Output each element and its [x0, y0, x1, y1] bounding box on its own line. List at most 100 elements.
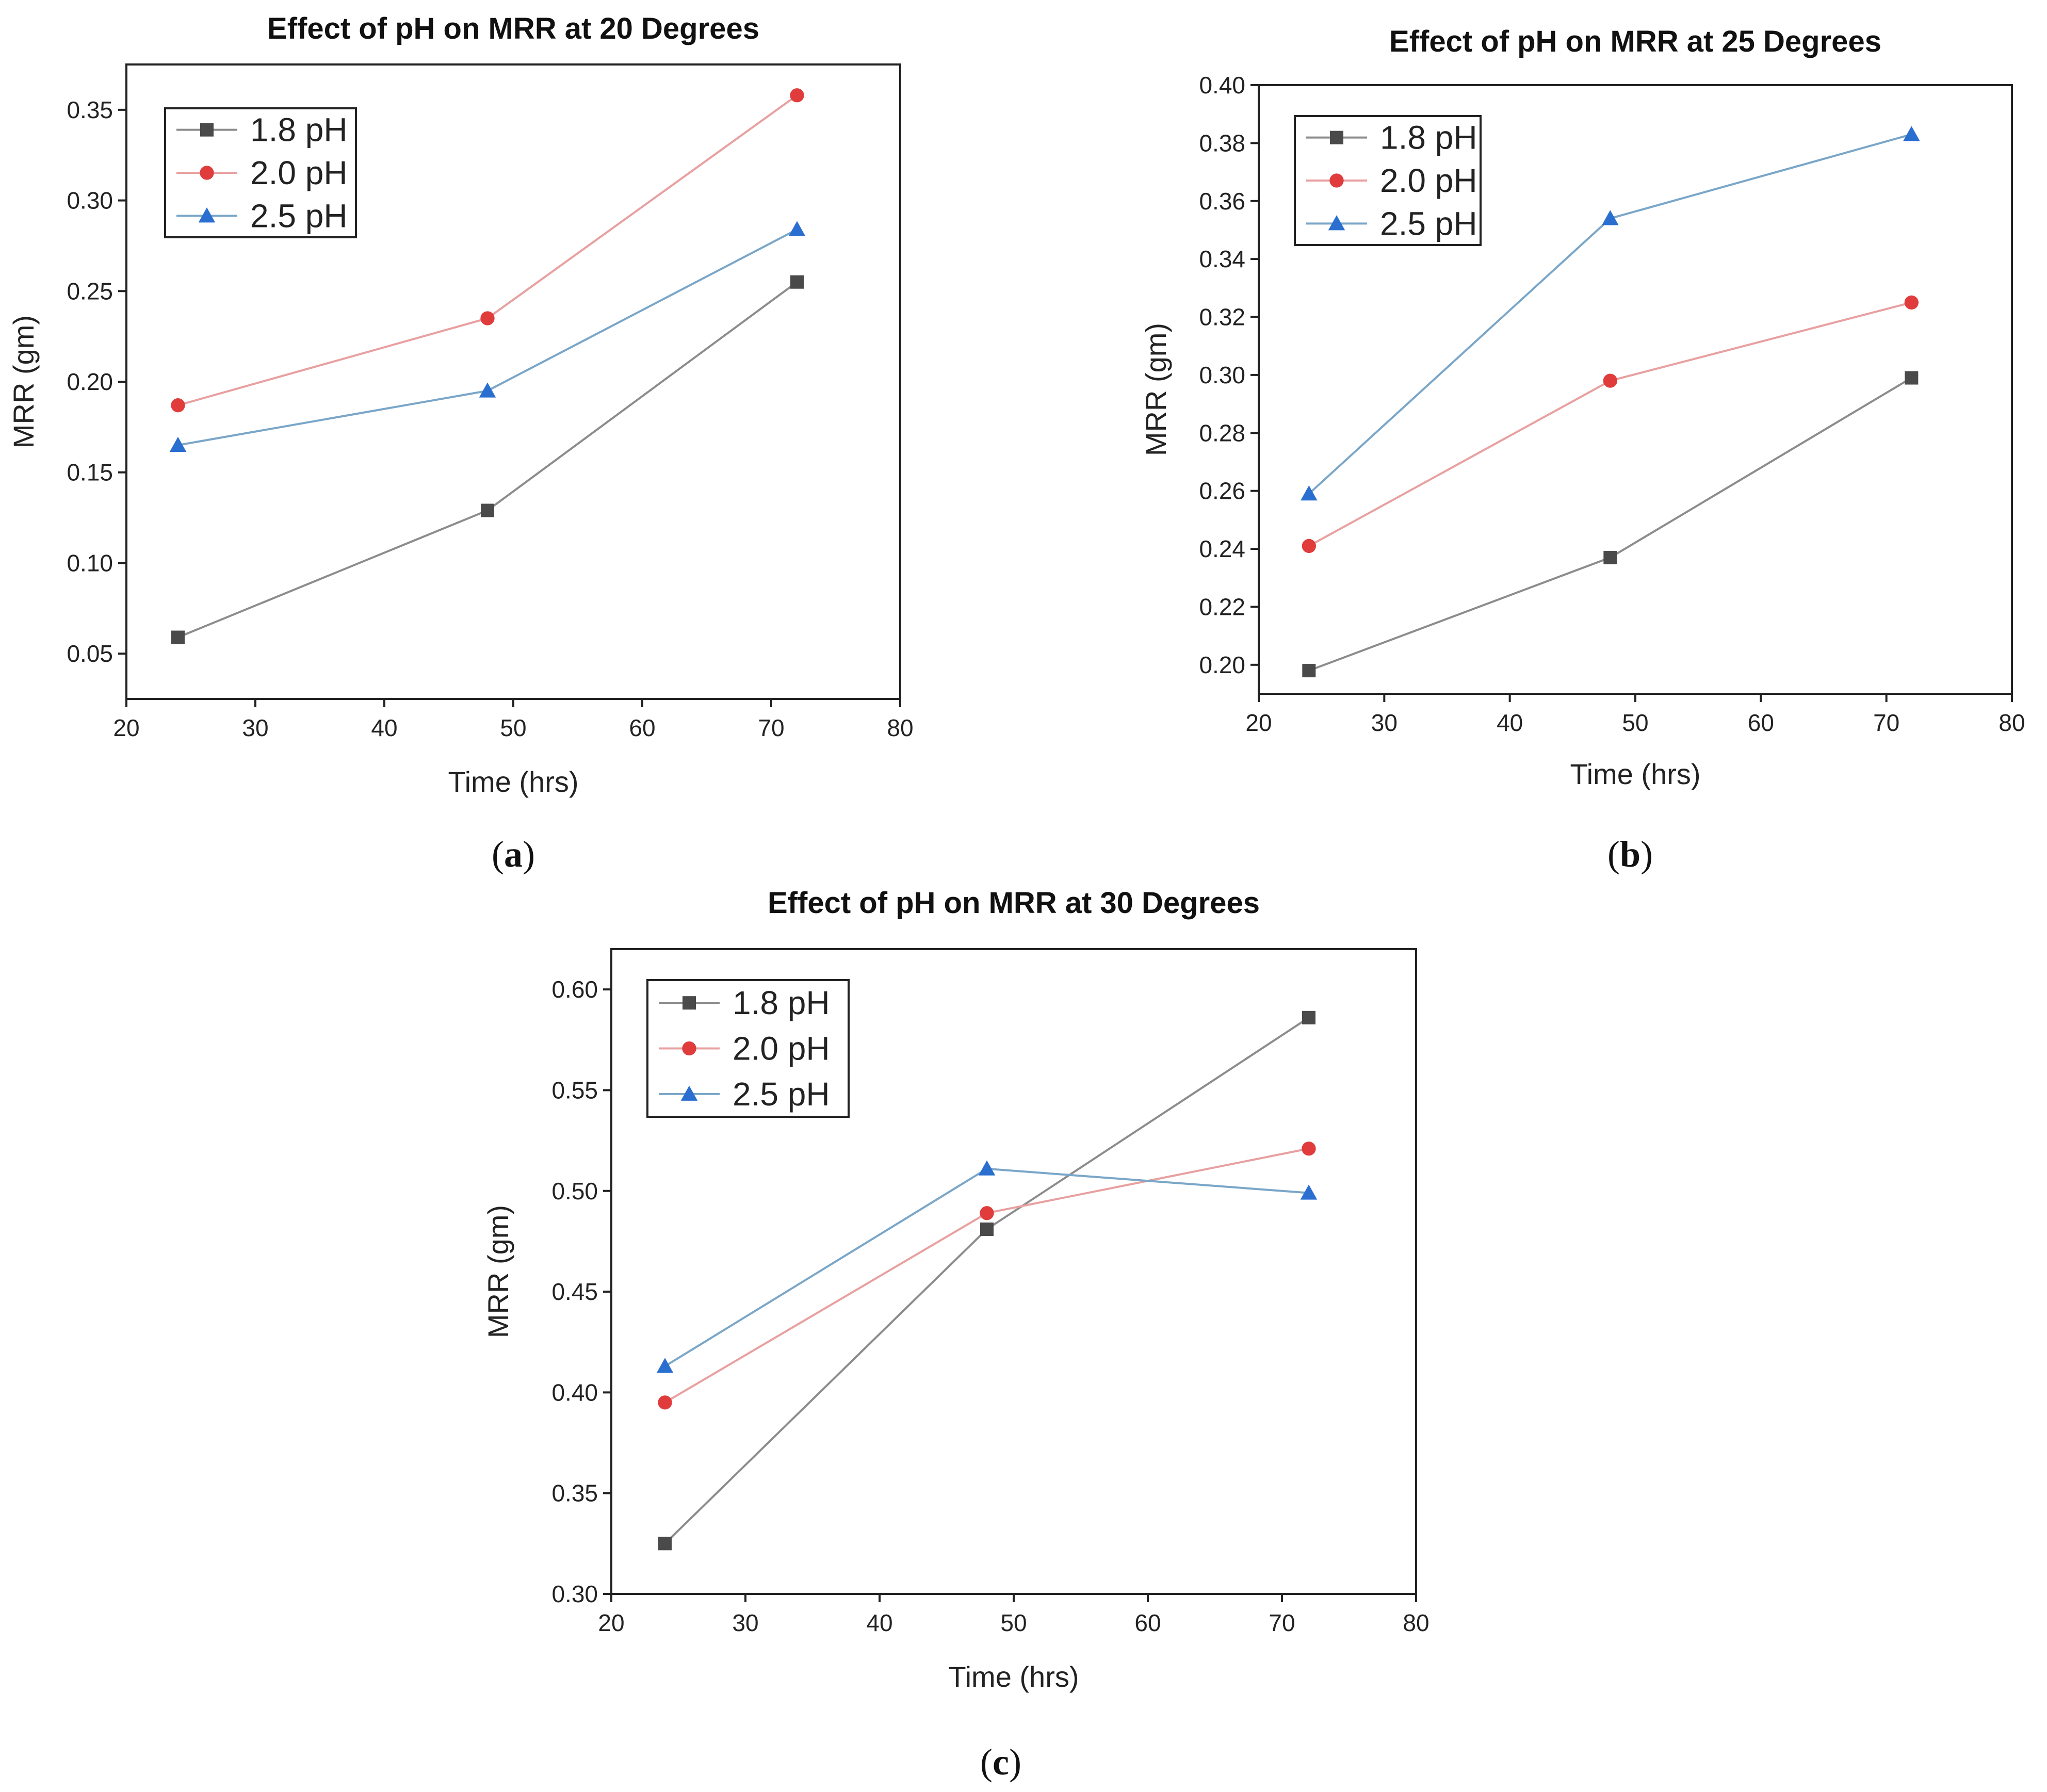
data-point [1603, 550, 1617, 564]
legend: 1.8 pH 2.0 pH 2.5 pH [646, 979, 850, 1118]
x-axis-label: Time (hrs) [948, 1660, 1079, 1693]
y-tick-label: 0.60 [551, 976, 598, 1003]
data-point [481, 503, 494, 517]
data-point [1603, 373, 1617, 388]
x-axis-label: Time (hrs) [448, 765, 578, 798]
data-point [788, 221, 806, 236]
y-tick-label: 0.40 [551, 1379, 598, 1406]
legend-swatch-marker [198, 207, 216, 223]
x-tick-label: 40 [866, 1609, 892, 1636]
y-tick-label: 0.24 [1199, 535, 1245, 562]
x-tick-label: 50 [500, 714, 526, 741]
panel-caption: (c) [980, 1741, 1021, 1783]
legend-label: 1.8 pH [250, 111, 348, 149]
series-2-5-pH [656, 1160, 1318, 1373]
y-tick-label: 0.38 [1199, 129, 1245, 156]
legend-label: 2.0 pH [733, 1030, 830, 1067]
chart-b: Effect of pH on MRR at 25 Degrees 20 30 40 5… [1140, 25, 2025, 875]
data-point [790, 88, 804, 103]
x-tick-label: 70 [758, 714, 784, 741]
legend: 1.8 pH 2.0 pH 2.5 pH [1294, 115, 1482, 246]
data-point [1302, 1011, 1315, 1024]
x-tick-label: 80 [1999, 709, 2025, 736]
y-tick-label: 0.35 [67, 96, 113, 123]
x-tick-label: 30 [1371, 709, 1398, 736]
data-point [790, 275, 804, 289]
y-tick-label: 0.30 [551, 1581, 598, 1607]
x-axis-label: Time (hrs) [1570, 758, 1700, 790]
series-line [1308, 301, 1912, 547]
x-tick-label: 20 [1245, 709, 1272, 736]
series-line [1308, 377, 1912, 672]
y-tick-label: 0.30 [1199, 362, 1245, 388]
data-point [171, 398, 185, 413]
y-tick-label: 0.55 [551, 1077, 598, 1103]
legend-label: 2.5 pH [1380, 205, 1477, 242]
x-tick-label: 30 [242, 714, 268, 741]
x-tick-label: 70 [1873, 709, 1899, 736]
y-tick-label: 0.45 [551, 1278, 598, 1305]
x-tick-label: 80 [887, 714, 913, 741]
x-tick-label: 40 [1497, 709, 1523, 736]
x-tick-label: 60 [1134, 1609, 1161, 1636]
series-2-0-pH [171, 88, 804, 413]
x-tick-label: 30 [732, 1609, 758, 1636]
y-tick-label: 0.28 [1199, 419, 1245, 446]
legend-swatch-marker [680, 1085, 698, 1101]
series-1-8-pH [171, 275, 804, 644]
y-tick-label: 0.10 [67, 549, 113, 576]
x-tick-label: 60 [629, 714, 655, 741]
panel-caption: (a) [492, 834, 535, 875]
y-tick-label: 0.40 [1199, 72, 1245, 99]
y-tick-label: 0.20 [1199, 651, 1245, 678]
series-1-8-pH [658, 1011, 1315, 1551]
data-point [978, 1160, 996, 1176]
data-point [1903, 126, 1920, 141]
legend-swatch-marker [1330, 131, 1343, 144]
legend-swatch-marker [200, 166, 214, 180]
y-axis-label: MRR (gm) [482, 1205, 514, 1338]
x-tick-label: 60 [1748, 709, 1774, 736]
legend-swatch-marker [683, 996, 696, 1010]
data-point [169, 436, 187, 452]
chart-a: Effect of pH on MRR at 20 Degrees 20 30 40 5… [7, 12, 914, 875]
data-point [171, 630, 185, 644]
panel-caption: (b) [1607, 834, 1653, 875]
data-point [1301, 485, 1318, 501]
series-1-8-pH [1302, 371, 1919, 678]
data-point [980, 1206, 994, 1220]
legend-label: 1.8 pH [1380, 119, 1477, 156]
data-point [656, 1358, 674, 1373]
y-tick-label: 0.26 [1199, 478, 1245, 504]
legend-label: 2.0 pH [1380, 162, 1477, 199]
series-2-0-pH [1302, 295, 1919, 553]
y-tick-label: 0.22 [1199, 593, 1245, 620]
y-tick-label: 0.36 [1199, 188, 1245, 215]
data-point [658, 1395, 672, 1410]
data-point [480, 311, 495, 325]
x-tick-label: 20 [113, 714, 139, 741]
chart-title: Effect of pH on MRR at 30 Degrees [768, 886, 1260, 920]
data-point [1904, 295, 1919, 310]
legend-swatch-marker [1328, 215, 1345, 231]
y-tick-label: 0.30 [67, 187, 113, 214]
data-point [1302, 539, 1316, 553]
data-point [1302, 664, 1316, 678]
chart-title: Effect of pH on MRR at 25 Degrees [1389, 25, 1881, 58]
legend: 1.8 pH 2.0 pH 2.5 pH [164, 107, 357, 238]
data-point [1300, 1184, 1318, 1200]
y-axis-label: MRR (gm) [7, 315, 40, 448]
data-point [1302, 1142, 1316, 1156]
legend-label: 2.5 pH [250, 197, 348, 234]
legend-swatch-marker [200, 123, 214, 137]
y-tick-label: 0.25 [67, 278, 113, 304]
legend-swatch-marker [682, 1041, 696, 1056]
data-point [479, 382, 496, 398]
y-tick-label: 0.34 [1199, 246, 1245, 272]
data-point [980, 1222, 994, 1236]
legend-label: 2.0 pH [250, 154, 348, 191]
y-tick-label: 0.35 [551, 1480, 598, 1507]
x-tick-label: 50 [1000, 1609, 1027, 1636]
series-2-5-pH [169, 221, 806, 452]
